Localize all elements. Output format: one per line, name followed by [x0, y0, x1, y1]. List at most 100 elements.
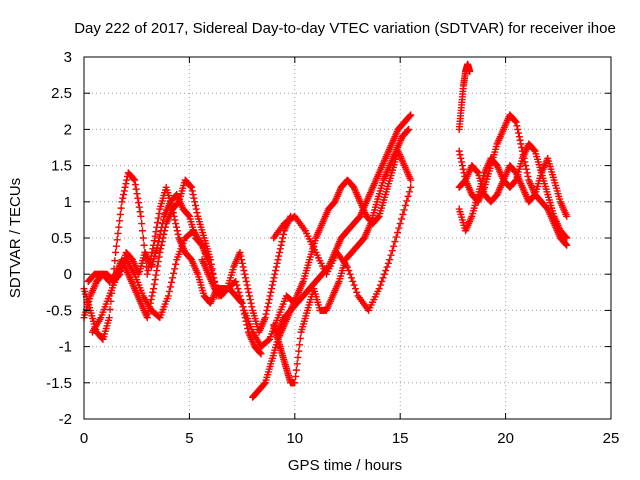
- data-point: [382, 267, 390, 275]
- data-point: [240, 267, 248, 275]
- data-point: [190, 194, 198, 202]
- y-tick-label: -1: [59, 339, 72, 356]
- data-point: [407, 111, 415, 119]
- data-point: [515, 129, 523, 137]
- x-tick-label: 15: [392, 430, 409, 447]
- y-axis-label: SDTVAR / TECUs: [7, 178, 24, 298]
- data-point: [118, 198, 126, 206]
- data-point: [140, 241, 148, 249]
- data-point: [139, 234, 147, 242]
- y-tick-label: 0.5: [51, 230, 72, 247]
- data-point: [143, 270, 151, 278]
- data-point: [245, 292, 253, 300]
- data-point: [380, 270, 388, 278]
- data-point: [275, 252, 283, 260]
- data-point: [135, 203, 143, 211]
- data-point: [394, 229, 402, 237]
- data-point: [516, 136, 524, 144]
- data-point: [247, 299, 255, 307]
- x-tick-label: 25: [603, 430, 620, 447]
- data-point: [122, 180, 130, 188]
- data-point: [238, 299, 246, 307]
- data-point: [267, 288, 275, 296]
- data-point: [153, 267, 161, 275]
- data-point: [262, 310, 270, 318]
- series-track-e: [198, 212, 295, 336]
- data-point: [171, 216, 179, 224]
- data-point: [274, 256, 282, 264]
- data-point: [156, 230, 164, 238]
- x-tick-label: 0: [80, 430, 88, 447]
- data-point: [138, 227, 146, 235]
- data-point: [279, 234, 287, 242]
- data-point: [114, 229, 122, 237]
- y-tick-label: 1: [64, 194, 72, 211]
- data-point: [266, 292, 274, 300]
- data-point: [396, 220, 404, 228]
- data-point: [513, 122, 521, 130]
- data-point: [105, 314, 113, 322]
- series-track-m: [455, 154, 571, 220]
- data-point: [246, 296, 254, 304]
- data-point: [405, 125, 413, 133]
- data-point: [164, 292, 172, 300]
- data-point: [241, 270, 249, 278]
- data-point: [388, 247, 396, 255]
- data-point: [563, 212, 571, 220]
- data-point: [398, 215, 406, 223]
- data-point: [148, 292, 156, 300]
- data-point: [234, 285, 242, 293]
- data-point: [159, 220, 167, 228]
- data-point: [157, 245, 165, 253]
- data-point: [242, 274, 250, 282]
- data-point: [158, 223, 166, 231]
- data-point: [134, 194, 142, 202]
- data-point: [386, 256, 394, 264]
- data-point: [170, 269, 178, 277]
- data-point: [154, 241, 162, 249]
- data-point: [112, 242, 120, 250]
- data-point: [292, 366, 300, 374]
- data-point: [132, 185, 140, 193]
- data-point: [170, 212, 178, 220]
- data-point: [375, 285, 383, 293]
- x-axis-label: GPS time / hours: [288, 457, 402, 474]
- data-point: [116, 217, 124, 225]
- data-point: [562, 233, 570, 241]
- data-point: [150, 280, 158, 288]
- data-point: [391, 238, 399, 246]
- data-point: [115, 223, 123, 231]
- data-point: [384, 259, 392, 267]
- data-point: [272, 263, 280, 271]
- series-track-j: [455, 60, 474, 133]
- data-point: [276, 245, 284, 253]
- data-point: [151, 232, 159, 240]
- data-point: [238, 256, 246, 264]
- data-point: [272, 267, 280, 275]
- chart-title: Day 222 of 2017, Sidereal Day-to-day VTE…: [74, 20, 616, 37]
- data-point: [235, 288, 243, 296]
- data-point: [345, 267, 353, 275]
- data-point: [374, 213, 382, 221]
- data-point: [256, 349, 264, 357]
- data-point: [521, 158, 529, 166]
- data-point: [239, 303, 247, 311]
- data-point: [188, 183, 196, 191]
- data-point: [399, 210, 407, 218]
- data-point: [111, 257, 119, 265]
- data-point: [522, 165, 530, 173]
- data-point: [395, 224, 403, 232]
- data-point: [268, 281, 276, 289]
- data-point: [245, 288, 253, 296]
- data-point: [147, 296, 155, 304]
- data-point: [149, 288, 157, 296]
- data-point: [192, 205, 200, 213]
- data-point: [271, 270, 279, 278]
- data-point: [350, 281, 358, 289]
- y-tick-label: -1.5: [46, 375, 72, 392]
- y-tick-label: 0: [64, 266, 72, 283]
- data-point: [172, 220, 180, 228]
- y-tick-label: -2: [59, 411, 72, 428]
- data-point: [150, 237, 158, 245]
